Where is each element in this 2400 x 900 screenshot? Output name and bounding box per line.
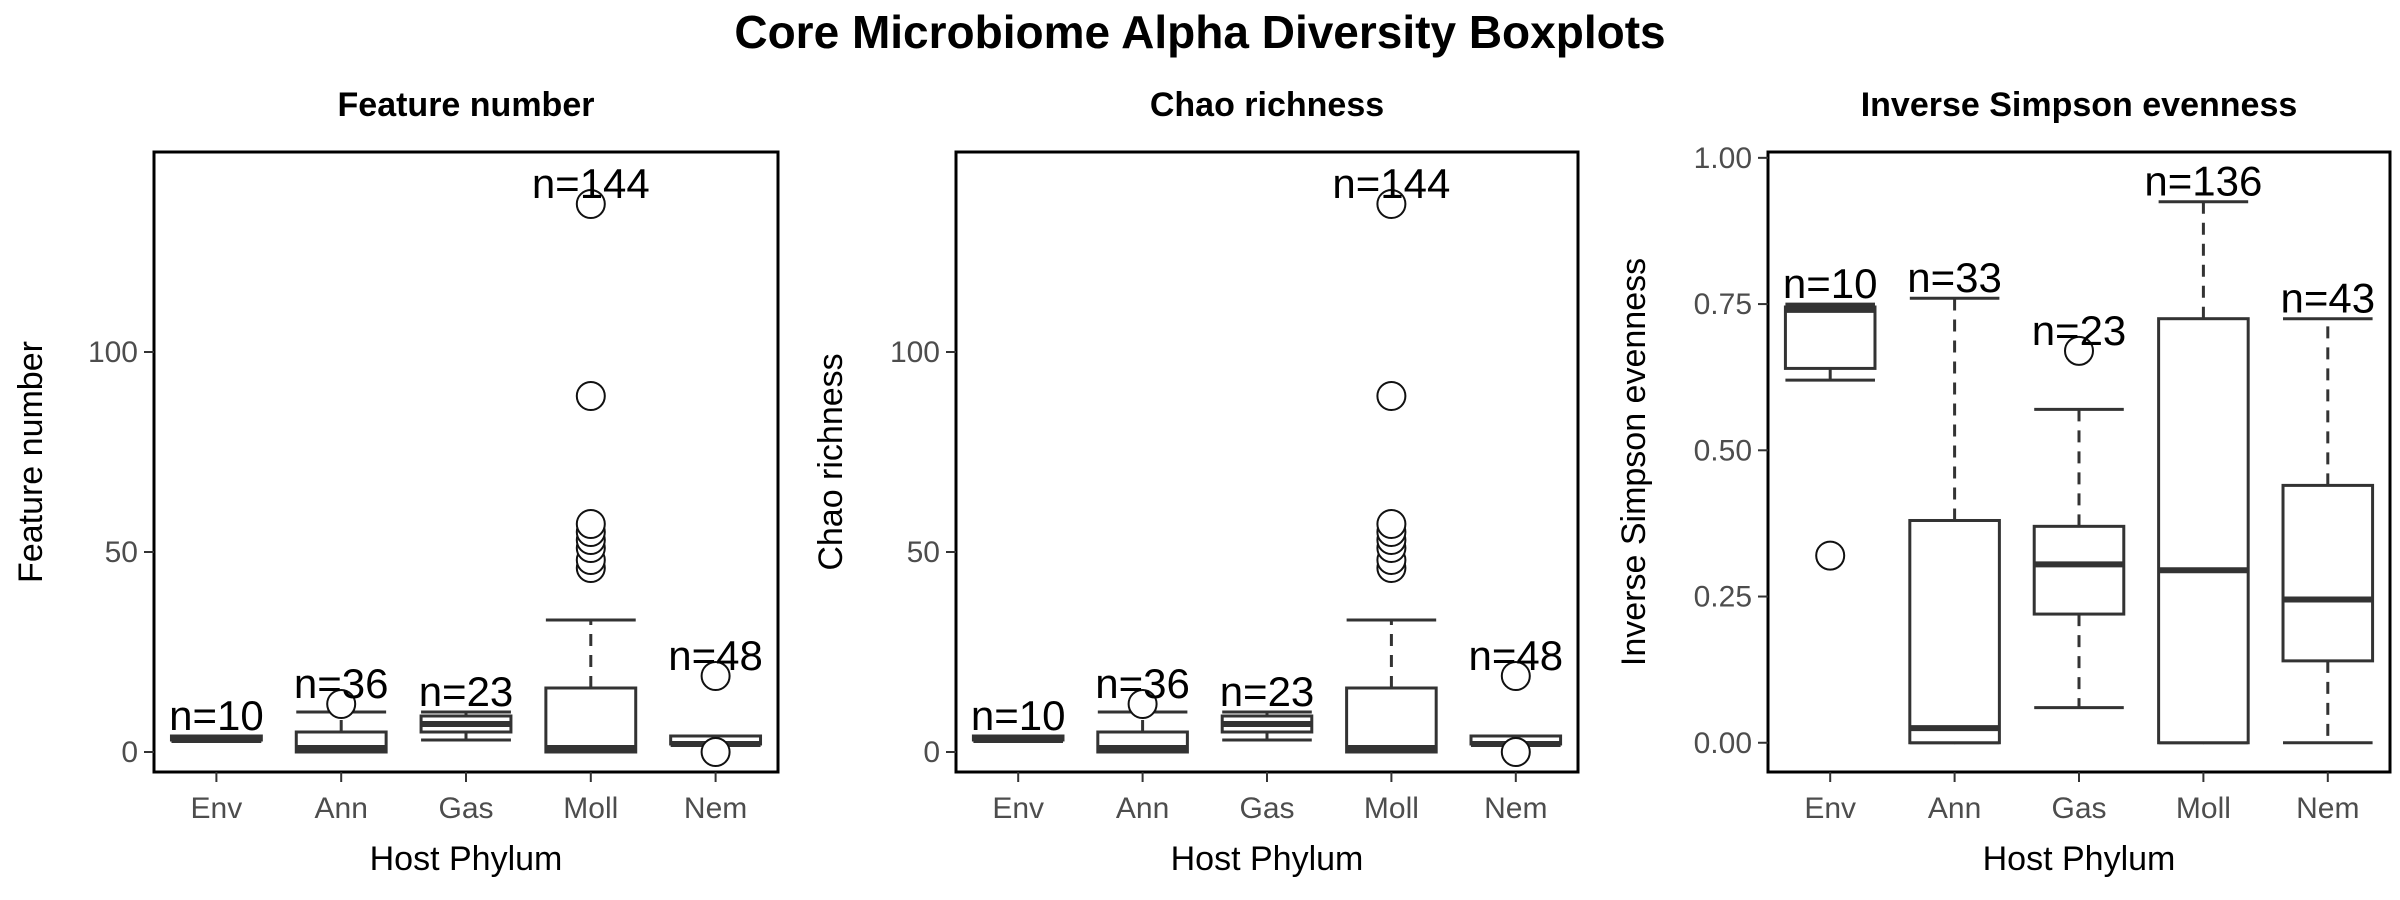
box-env: n=10 <box>169 692 264 743</box>
x-tick-label-ann: Ann <box>1928 792 1981 825</box>
n-label-env: n=10 <box>169 692 264 739</box>
n-label-nem: n=48 <box>1468 632 1563 679</box>
y-tick-label: 100 <box>88 336 138 369</box>
box-env: n=10 <box>1783 260 1878 571</box>
y-axis-label: Feature number <box>12 341 50 583</box>
x-axis-label: Host Phylum <box>1983 840 2176 878</box>
x-tick-label-nem: Nem <box>2296 792 2359 825</box>
y-axis-label: Inverse Simpson evenness <box>1615 258 1653 666</box>
panel-2: Chao richness 0 50 100 Env Ann Gas Moll Nem Host … <box>812 86 1580 878</box>
outlier-point <box>1376 509 1407 539</box>
panel-1: Feature number 0 50 100 Env Ann Gas Moll Nem Host… <box>12 86 780 878</box>
y-tick-label: 0 <box>923 736 940 769</box>
box-moll: n=144 <box>1332 160 1450 754</box>
y-tick-label: 0.00 <box>1694 727 1752 760</box>
box-ann: n=36 <box>294 660 389 754</box>
box-moll: n=144 <box>532 160 650 754</box>
x-tick-label-gas: Gas <box>438 792 493 825</box>
outlier-point <box>575 381 606 411</box>
x-tick-label-nem: Nem <box>1484 792 1547 825</box>
box-gas: n=23 <box>1220 668 1315 742</box>
box-nem: n=48 <box>668 632 763 767</box>
y-tick-label: 0 <box>121 736 138 769</box>
x-tick-label-moll: Moll <box>1364 792 1419 825</box>
box-body <box>544 686 638 754</box>
panel-3: Inverse Simpson evenness 0.00 0.25 0.50 0.75… <box>1615 86 2392 878</box>
outlier-point <box>700 661 731 691</box>
y-tick-label: 50 <box>907 536 940 569</box>
box-body <box>1345 686 1438 754</box>
panel-title: Chao richness <box>1150 86 1384 124</box>
n-label-ann: n=36 <box>294 660 389 707</box>
panels: Feature number 0 50 100 Env Ann Gas Moll Nem Host… <box>12 86 2392 878</box>
outlier-point <box>1376 381 1407 411</box>
box-body <box>1908 518 2001 745</box>
n-label-ann: n=33 <box>1907 254 2002 301</box>
x-tick-label-moll: Moll <box>563 792 618 825</box>
n-label-gas: n=23 <box>1220 668 1315 715</box>
n-label-gas: n=23 <box>2032 307 2127 354</box>
outlier-point <box>575 509 606 539</box>
outlier-point <box>1500 737 1531 767</box>
outlier-point <box>1500 661 1531 691</box>
outlier-point <box>700 737 731 767</box>
outlier-point <box>1376 189 1407 219</box>
box-moll: n=136 <box>2144 158 2262 745</box>
x-tick-label-gas: Gas <box>2051 792 2106 825</box>
box-env: n=10 <box>971 692 1066 743</box>
n-label-moll: n=136 <box>2144 158 2262 205</box>
n-label-env: n=10 <box>971 692 1066 739</box>
box-body <box>2281 483 2375 663</box>
outlier-point <box>1815 540 1846 571</box>
box-nem: n=43 <box>2280 275 2375 745</box>
figure-title: Core Microbiome Alpha Diversity Boxplots <box>734 6 1665 58</box>
x-tick-label-nem: Nem <box>684 792 747 825</box>
x-tick-label-ann: Ann <box>315 792 368 825</box>
x-tick-label-moll: Moll <box>2176 792 2231 825</box>
n-label-moll: n=144 <box>532 160 650 207</box>
outlier-point <box>2064 335 2094 366</box>
outlier-point <box>575 189 606 219</box>
y-tick-label: 0.50 <box>1694 434 1752 467</box>
panel-title: Feature number <box>338 86 595 124</box>
box-gas: n=23 <box>419 668 514 742</box>
x-tick-label-env: Env <box>191 792 243 825</box>
x-axis-label: Host Phylum <box>1171 840 1364 878</box>
n-label-nem: n=43 <box>2280 275 2375 322</box>
box-nem: n=48 <box>1468 632 1563 767</box>
box-ann: n=33 <box>1907 254 2002 745</box>
n-label-gas: n=23 <box>419 668 514 715</box>
x-axis-label: Host Phylum <box>370 840 563 878</box>
box-ann: n=36 <box>1095 660 1190 754</box>
x-tick-label-ann: Ann <box>1116 792 1169 825</box>
y-tick-label: 100 <box>890 336 940 369</box>
x-tick-label-gas: Gas <box>1239 792 1294 825</box>
n-label-moll: n=144 <box>1332 160 1450 207</box>
box-body <box>1783 305 1877 370</box>
y-tick-label: 0.25 <box>1694 581 1752 614</box>
outlier-point <box>326 689 357 719</box>
n-label-ann: n=36 <box>1095 660 1190 707</box>
box-body <box>2032 524 2126 616</box>
box-body <box>2157 317 2250 745</box>
n-label-env: n=10 <box>1783 260 1878 307</box>
y-tick-label: 1.00 <box>1694 142 1752 175</box>
x-tick-label-env: Env <box>1804 792 1856 825</box>
box-gas: n=23 <box>2032 307 2127 710</box>
outlier-point <box>1127 689 1158 719</box>
panel-title: Inverse Simpson evenness <box>1861 86 2298 124</box>
y-axis-label: Chao richness <box>812 353 850 570</box>
y-tick-label: 0.75 <box>1694 288 1752 321</box>
x-tick-label-env: Env <box>992 792 1044 825</box>
n-label-nem: n=48 <box>668 632 763 679</box>
y-tick-label: 50 <box>105 536 138 569</box>
